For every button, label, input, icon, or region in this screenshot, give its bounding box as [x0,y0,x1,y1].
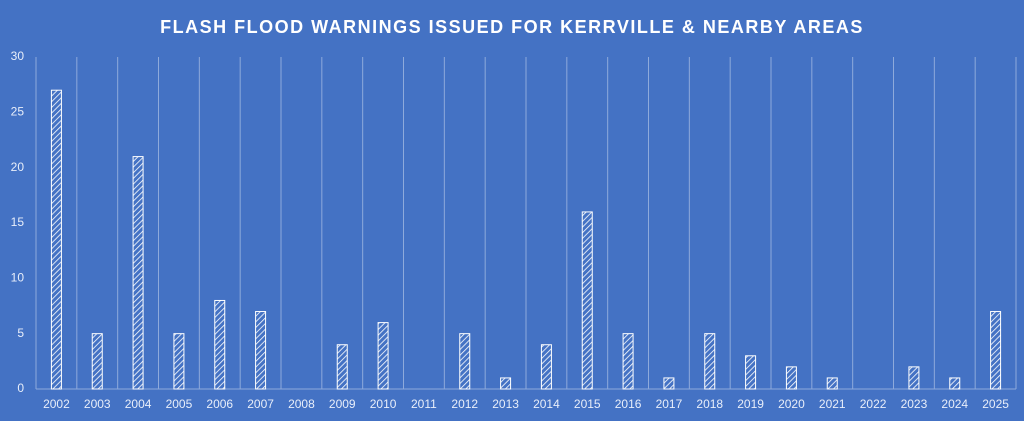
x-tick-label: 2020 [778,397,805,411]
bar [255,311,267,390]
x-tick-label: 2008 [288,397,315,411]
chart-title: FLASH FLOOD WARNINGS ISSUED FOR KERRVILL… [160,17,864,37]
bar [581,211,593,390]
bar [622,333,634,390]
x-tick-label: 2003 [84,397,111,411]
x-tick-label: 2006 [206,397,233,411]
y-tick-label: 5 [17,326,24,340]
bar [826,377,838,390]
bar [663,377,675,390]
bar [336,344,348,390]
bar [377,322,389,390]
y-tick-label: 30 [11,49,25,63]
x-tick-label: 2014 [533,397,560,411]
bar [132,156,144,390]
bar [745,355,757,390]
bar [908,366,920,390]
x-tick-label: 2004 [125,397,152,411]
x-tick-label: 2005 [166,397,193,411]
x-tick-label: 2016 [615,397,642,411]
bar [214,299,226,390]
x-tick-label: 2021 [819,397,846,411]
y-tick-label: 10 [11,271,25,285]
x-tick-label: 2023 [901,397,928,411]
x-tick-label: 2017 [656,397,683,411]
x-tick-label: 2010 [370,397,397,411]
x-tick-label: 2024 [941,397,968,411]
x-tick-label: 2019 [737,397,764,411]
x-tick-label: 2025 [982,397,1009,411]
bar [990,311,1002,390]
bar [173,333,185,390]
bar [91,333,103,390]
x-tick-label: 2022 [860,397,887,411]
bar [50,89,62,390]
x-tick-label: 2011 [411,397,437,411]
bar [459,333,471,390]
y-tick-label: 15 [11,215,25,229]
x-tick-label: 2018 [696,397,723,411]
x-tick-label: 2013 [492,397,519,411]
bar [540,344,552,390]
x-tick-label: 2012 [451,397,478,411]
y-tick-label: 20 [11,160,25,174]
x-tick-label: 2002 [43,397,70,411]
bar [704,333,716,390]
x-tick-label: 2015 [574,397,601,411]
bar [785,366,797,390]
y-tick-label: 0 [17,381,24,395]
x-tick-label: 2007 [247,397,274,411]
x-tick-label: 2009 [329,397,356,411]
bar [500,377,512,390]
bar [949,377,961,390]
y-tick-label: 25 [11,105,25,119]
